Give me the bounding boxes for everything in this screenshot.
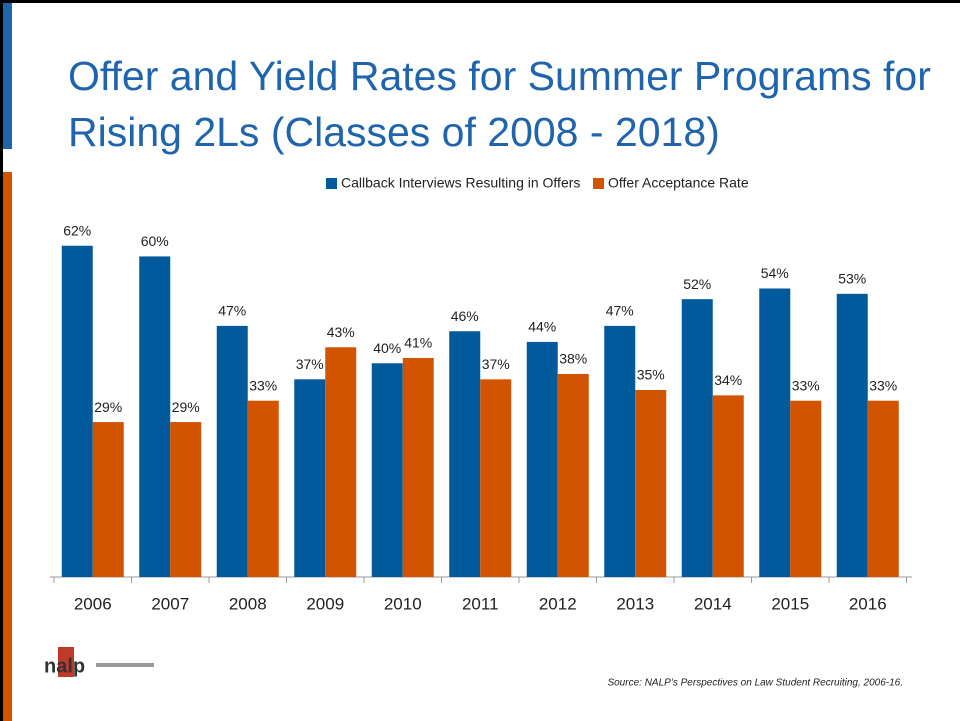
- legend-swatch: [326, 178, 337, 189]
- bar: [790, 400, 822, 577]
- x-tick-label: 2013: [616, 594, 654, 613]
- x-tick-label: 2012: [539, 594, 577, 613]
- x-tick-label: 2006: [74, 594, 112, 613]
- left-border: [0, 0, 3, 721]
- bar: [449, 331, 481, 577]
- value-label: 33%: [869, 377, 897, 393]
- x-tick-label: 2011: [462, 594, 499, 613]
- bar: [294, 379, 326, 577]
- bar: [681, 299, 713, 577]
- bar: [139, 256, 171, 577]
- value-label: 33%: [249, 377, 277, 393]
- x-tick-label: 2014: [694, 594, 732, 613]
- x-tick-label: 2010: [384, 594, 422, 613]
- value-label: 29%: [94, 399, 122, 415]
- bar: [712, 395, 744, 577]
- bar: [480, 379, 512, 577]
- value-label: 34%: [714, 372, 742, 388]
- logo: nalp: [44, 647, 154, 677]
- value-label: 53%: [838, 271, 866, 287]
- accent-blue: [3, 3, 12, 149]
- bar: [371, 363, 403, 577]
- value-label: 33%: [792, 377, 820, 393]
- value-label: 43%: [327, 324, 355, 340]
- logo-text: nalp: [44, 655, 85, 677]
- x-tick-label: 2007: [151, 594, 189, 613]
- x-tick-label: 2015: [771, 594, 809, 613]
- bar: [526, 341, 558, 577]
- value-label: 41%: [404, 335, 432, 351]
- bar: [92, 422, 124, 577]
- value-label: 37%: [296, 356, 324, 372]
- logo-tagline: [96, 663, 154, 667]
- bar: [604, 325, 636, 577]
- value-label: 62%: [63, 222, 91, 238]
- value-label: 37%: [482, 356, 510, 372]
- bar: [836, 293, 868, 577]
- source: Source: NALP’s Perspectives on Law Stude…: [607, 678, 903, 689]
- value-label: 44%: [528, 319, 556, 335]
- x-tick-label: 2009: [306, 594, 344, 613]
- x-tick-label: 2016: [849, 594, 887, 613]
- top-border: [0, 0, 960, 3]
- x-tick-label: 2008: [229, 594, 267, 613]
- bar: [247, 400, 279, 577]
- value-label: 60%: [141, 233, 169, 249]
- bar: [635, 390, 667, 577]
- bar: [402, 357, 434, 577]
- value-label: 47%: [218, 303, 246, 319]
- value-label: 46%: [451, 308, 479, 324]
- value-label: 47%: [606, 303, 634, 319]
- bar: [216, 325, 248, 577]
- chart-title: Offer and Yield Rates for Summer Program…: [68, 53, 931, 155]
- bar: [867, 400, 899, 577]
- legend-label: Offer Acceptance Rate: [608, 175, 749, 191]
- value-label: 29%: [172, 399, 200, 415]
- value-label: 38%: [559, 351, 587, 367]
- legend-swatch: [593, 178, 604, 189]
- value-label: 40%: [373, 340, 401, 356]
- bar: [325, 347, 357, 577]
- bar: [170, 422, 202, 577]
- bar: [557, 373, 589, 577]
- accent-orange: [3, 172, 12, 721]
- legend-label: Callback Interviews Resulting in Offers: [341, 175, 580, 191]
- value-label: 52%: [683, 276, 711, 292]
- bar: [61, 245, 93, 577]
- value-label: 35%: [637, 367, 665, 383]
- value-label: 54%: [761, 265, 789, 281]
- bar: [759, 288, 791, 577]
- logo-mark: [58, 647, 74, 677]
